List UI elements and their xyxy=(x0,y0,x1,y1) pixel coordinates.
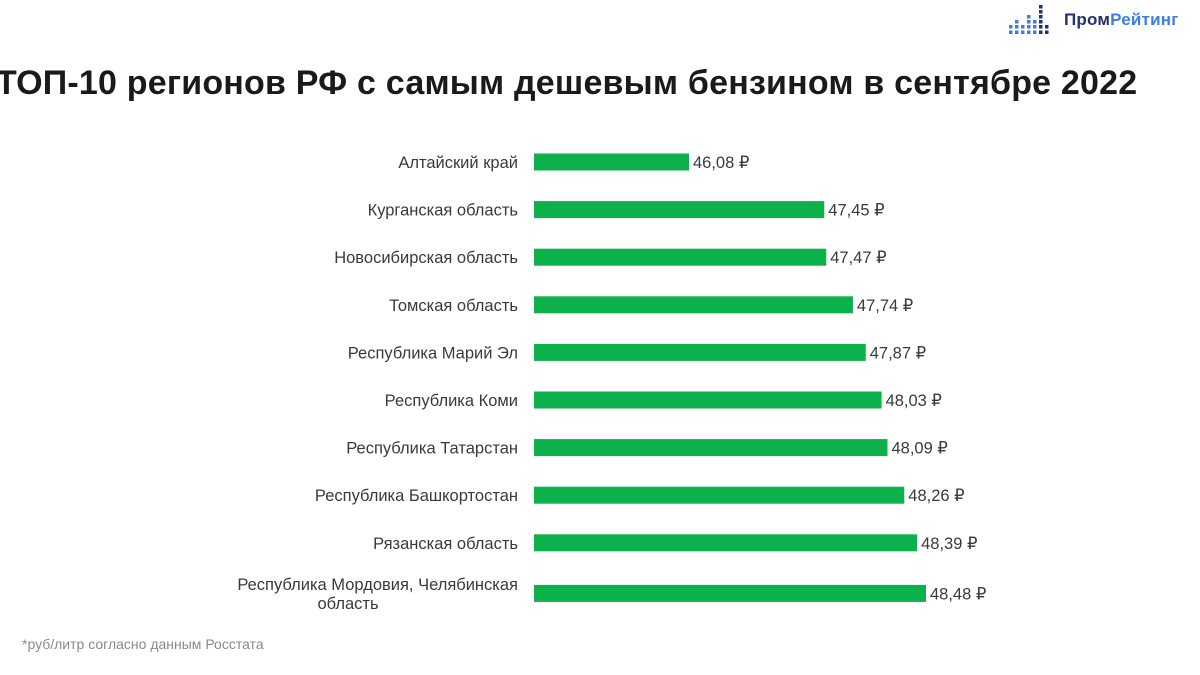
bar xyxy=(534,343,866,361)
value-label: 48,03 ₽ xyxy=(886,392,942,410)
value-label: 47,47 ₽ xyxy=(830,249,886,267)
category-label: Новосибирская область xyxy=(334,249,518,267)
bar-dots-logo-icon xyxy=(1009,5,1049,34)
value-label: 48,09 ₽ xyxy=(891,440,947,458)
bar xyxy=(534,584,926,602)
value-label: 46,08 ₽ xyxy=(693,154,749,172)
bar xyxy=(534,248,827,266)
category-label: Республика Башкортостан xyxy=(315,487,518,505)
category-label: Республика Мордовия, Челябинская область xyxy=(237,576,518,613)
bar xyxy=(534,439,888,457)
footnote: *руб/литр согласно данным Росстата xyxy=(22,636,264,652)
value-label: 47,45 ₽ xyxy=(828,202,884,220)
category-label: Курганская область xyxy=(368,202,518,220)
logo-text-part2: Рейтинг xyxy=(1110,10,1179,29)
bar xyxy=(534,296,853,314)
value-label: 48,48 ₽ xyxy=(930,585,986,603)
category-label: Алтайский край xyxy=(398,154,518,172)
bar xyxy=(534,391,882,409)
category-label: Республика Татарстан xyxy=(346,440,518,458)
value-label: 48,26 ₽ xyxy=(908,487,964,505)
value-label: 47,87 ₽ xyxy=(870,344,926,362)
chart-title: ТОП-10 регионов РФ с самым дешевым бензи… xyxy=(0,64,1138,102)
logo-text: ПромРейтинг xyxy=(1064,10,1179,30)
bar xyxy=(534,201,825,219)
category-label: Республика Коми xyxy=(385,392,518,410)
logo: ПромРейтинг xyxy=(1008,4,1179,36)
category-label: Рязанская область xyxy=(373,535,518,553)
bar xyxy=(534,534,918,552)
logo-text-part1: Пром xyxy=(1064,10,1111,29)
value-label: 48,39 ₽ xyxy=(921,535,977,553)
bar xyxy=(534,153,689,171)
category-label: Республика Марий Эл xyxy=(348,344,518,362)
value-label: 47,74 ₽ xyxy=(857,297,913,315)
category-label: Томская область xyxy=(389,297,518,315)
bar xyxy=(534,486,905,504)
